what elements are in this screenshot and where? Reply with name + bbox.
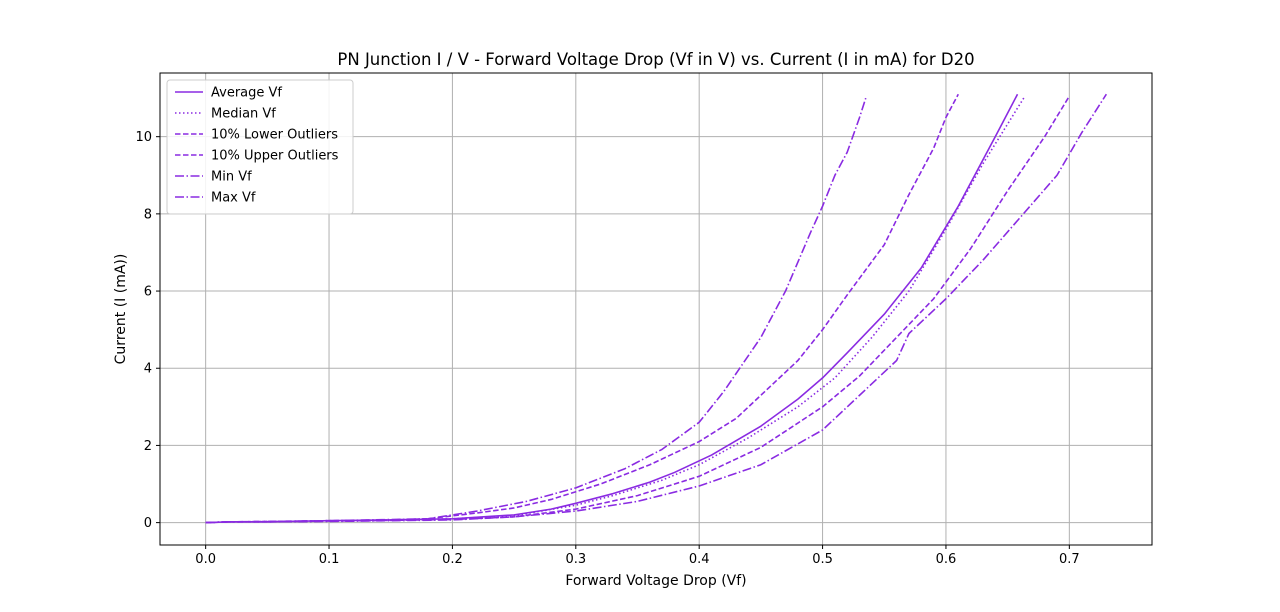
- y-tick-label: 8: [144, 207, 152, 222]
- y-tick-label: 4: [144, 362, 152, 377]
- x-tick-label: 0.1: [319, 552, 340, 567]
- legend-label: Average Vf: [211, 86, 282, 101]
- series-lines: [205, 93, 1108, 524]
- series-line-max-vf: [205, 93, 1108, 524]
- axis-ticks: 0.0 0.1 0.2 0.3 0.4 0.5 0.6 0.7 0 2 4 6 8 10: [135, 130, 1079, 567]
- series-line-median-vf: [205, 95, 1026, 524]
- x-axis-label: Forward Voltage Drop (Vf): [565, 573, 746, 589]
- legend-label: 10% Lower Outliers: [211, 128, 338, 143]
- x-tick-label: 0.5: [812, 552, 833, 567]
- grid: [160, 73, 1152, 545]
- legend-box: [166, 79, 354, 215]
- series-line-10-upper-outliers: [205, 95, 1071, 524]
- legend: Average Vf Median Vf 10% Lower Outliers 10%…: [166, 79, 354, 215]
- y-tick-label: 2: [144, 439, 152, 454]
- x-tick-label: 0.3: [565, 552, 586, 567]
- x-tick-label: 0.0: [195, 552, 216, 567]
- legend-label: Max Vf: [211, 191, 256, 206]
- y-tick-label: 0: [144, 516, 152, 531]
- y-axis-label: Current (I (mA)): [113, 254, 129, 365]
- legend-label: Median Vf: [211, 107, 276, 122]
- y-tick-label: 6: [144, 285, 152, 300]
- x-tick-label: 0.7: [1059, 552, 1080, 567]
- series-line-min-vf: [205, 97, 867, 524]
- legend-label: 10% Upper Outliers: [211, 149, 339, 164]
- x-tick-label: 0.6: [936, 552, 957, 567]
- plot-frame: [159, 72, 1153, 546]
- legend-label: Min Vf: [211, 170, 252, 185]
- x-tick-label: 0.4: [689, 552, 710, 567]
- chart-title: PN Junction I / V - Forward Voltage Drop…: [337, 50, 974, 69]
- y-tick-label: 10: [135, 130, 152, 145]
- x-tick-label: 0.2: [442, 552, 463, 567]
